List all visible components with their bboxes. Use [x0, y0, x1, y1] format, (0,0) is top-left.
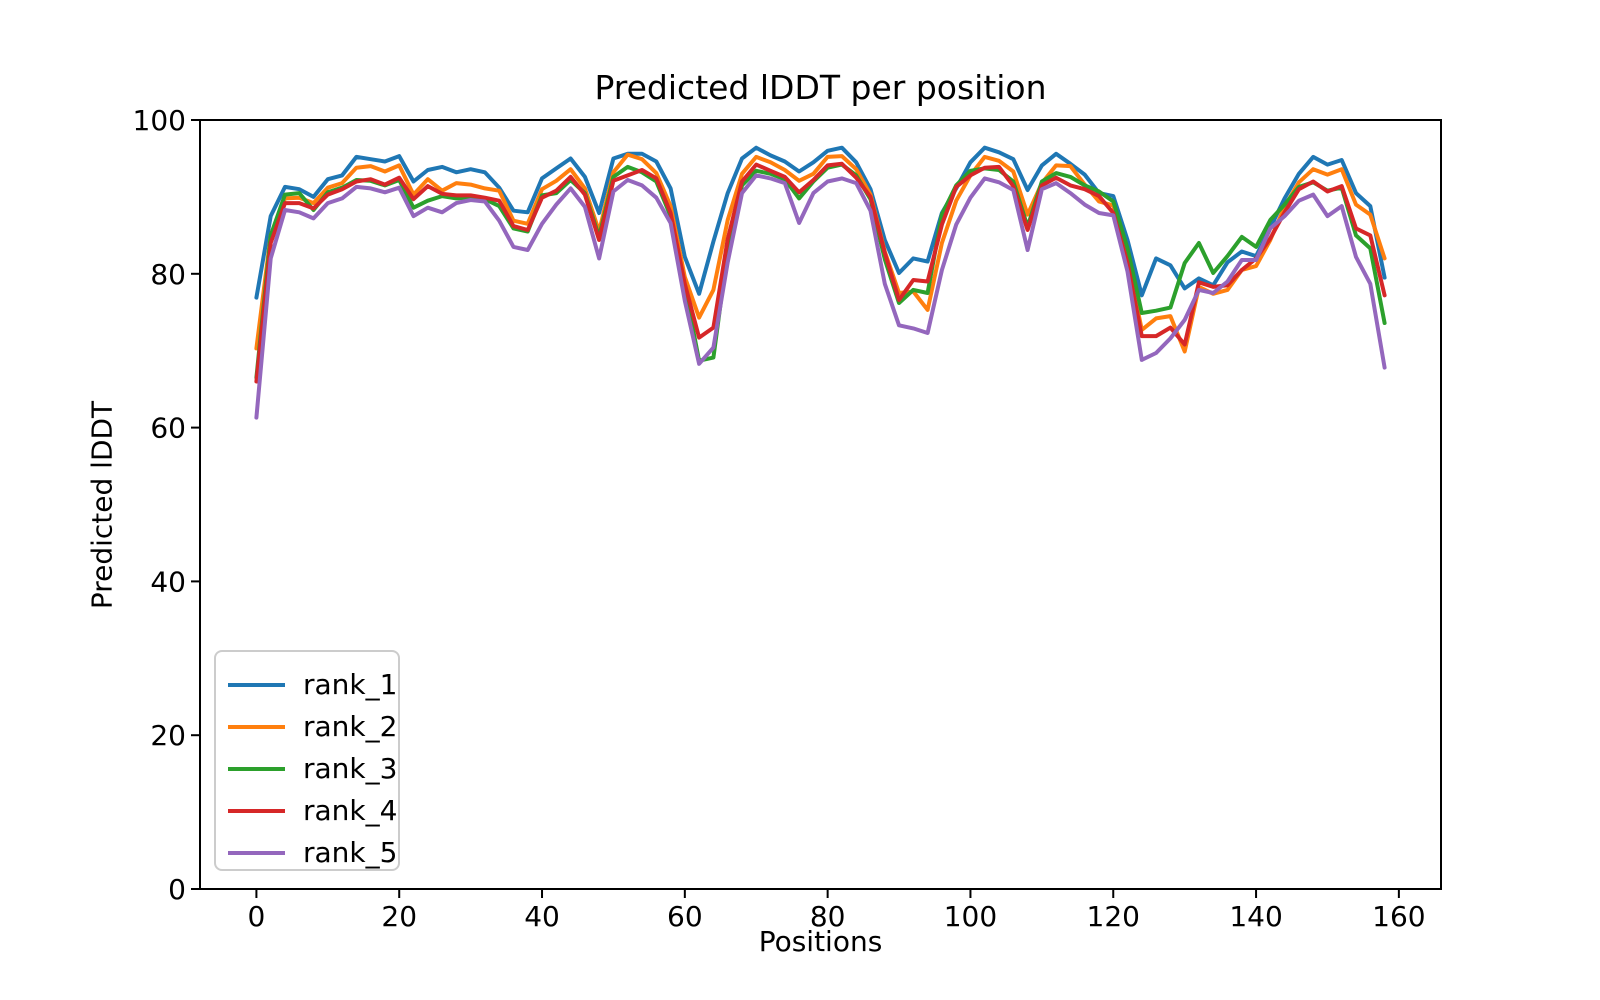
legend-item-rank_1: rank_1 — [228, 664, 398, 706]
legend: rank_1 rank_2 rank_3 rank_4 rank_5 — [214, 650, 400, 871]
legend-swatch-rank_5 — [228, 851, 285, 855]
x-tick-label: 120 — [1087, 900, 1140, 933]
x-tick-label: 0 — [247, 900, 265, 933]
y-tick-label: 20 — [150, 719, 186, 752]
x-tick-label: 160 — [1372, 900, 1425, 933]
y-tick-label: 0 — [168, 873, 186, 906]
chart-title: Predicted lDDT per position — [594, 68, 1047, 107]
x-tick-label: 80 — [810, 900, 846, 933]
y-tick-label: 100 — [133, 104, 186, 137]
series-line-rank_1 — [254, 145, 1387, 300]
legend-swatch-rank_4 — [228, 809, 285, 813]
legend-item-rank_5: rank_5 — [228, 832, 398, 874]
legend-swatch-rank_3 — [228, 767, 285, 771]
legend-label: rank_5 — [303, 836, 398, 869]
series-line-rank_3 — [254, 162, 1387, 380]
legend-item-rank_2: rank_2 — [228, 706, 398, 748]
x-tick-label: 40 — [524, 900, 560, 933]
y-tick-label: 40 — [150, 565, 186, 598]
y-tick-label: 60 — [150, 412, 186, 445]
y-axis-label-text: Predicted lDDT — [85, 400, 119, 610]
x-tick-label: 100 — [944, 900, 997, 933]
y-tick-label: 80 — [150, 258, 186, 291]
legend-swatch-rank_2 — [228, 725, 285, 729]
x-tick-label: 140 — [1229, 900, 1282, 933]
legend-label: rank_4 — [303, 794, 398, 827]
legend-label: rank_1 — [303, 668, 398, 701]
series-line-rank_5 — [254, 173, 1387, 420]
x-tick-label: 60 — [667, 900, 703, 933]
x-tick-label: 20 — [381, 900, 417, 933]
legend-label: rank_2 — [303, 710, 398, 743]
legend-item-rank_4: rank_4 — [228, 790, 398, 832]
series-line-rank_2 — [254, 152, 1387, 354]
x-axis-label: Positions — [758, 925, 883, 958]
legend-label: rank_3 — [303, 752, 398, 785]
axes-spines — [199, 119, 1442, 890]
legend-swatch-rank_1 — [228, 683, 285, 687]
legend-item-rank_3: rank_3 — [228, 748, 398, 790]
